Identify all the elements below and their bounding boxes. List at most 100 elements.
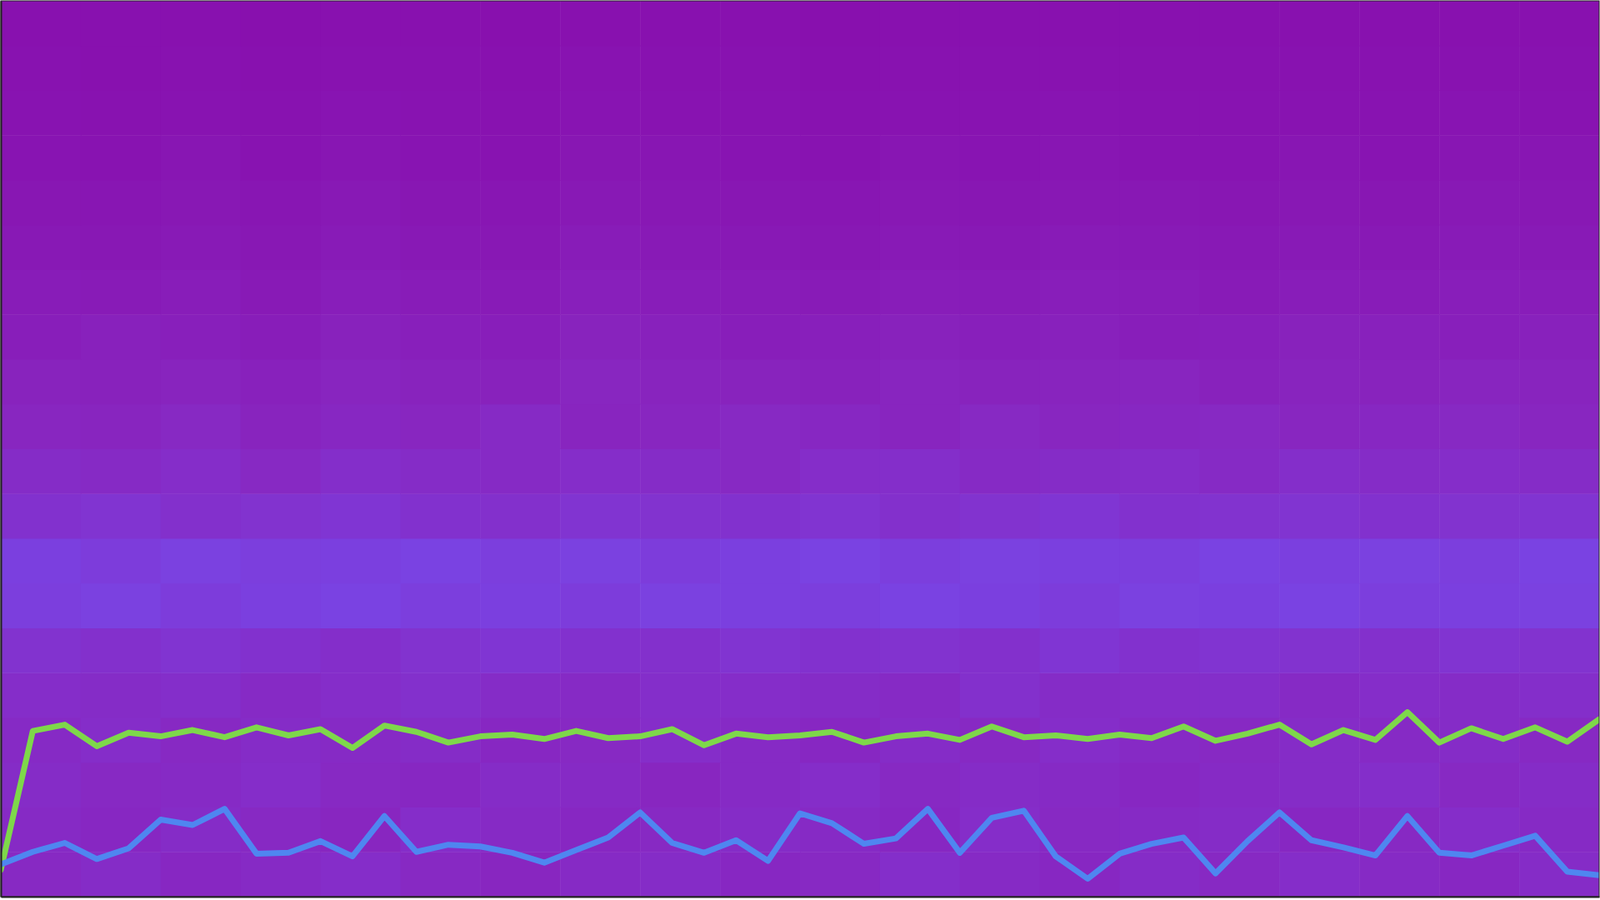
- heatmap-cell: [1120, 672, 1200, 718]
- heatmap-cell: [720, 270, 800, 315]
- heatmap-cell: [1359, 449, 1440, 495]
- heatmap-cell: [960, 762, 1040, 808]
- heatmap-cell: [1120, 762, 1200, 808]
- series-line: [0, 809, 1600, 880]
- heatmap-cell: [640, 583, 720, 629]
- heatmap-cell: [1120, 851, 1200, 897]
- heatmap-cell: [1519, 762, 1600, 808]
- heatmap-cell: [1439, 672, 1520, 718]
- heatmap-cell: [160, 225, 241, 270]
- heatmap-cell: [1519, 359, 1600, 405]
- heatmap-cell: [1359, 45, 1440, 91]
- plot-area: [0, 0, 1600, 898]
- heatmap-cell: [1040, 359, 1120, 405]
- heatmap-cell: [1519, 270, 1600, 315]
- heatmap-cell: [240, 493, 321, 539]
- heatmap-cell: [80, 538, 161, 584]
- heatmap-cell: [880, 762, 960, 808]
- heatmap-cell: [1040, 90, 1120, 136]
- heatmap-cell: [480, 0, 560, 46]
- heatmap-cell: [400, 45, 481, 91]
- heatmap-cell: [720, 672, 800, 718]
- heatmap-cell: [1359, 762, 1440, 808]
- heatmap-cell: [800, 493, 880, 539]
- heatmap-cell: [800, 225, 880, 270]
- heatmap-cell: [1200, 0, 1280, 46]
- heatmap-cell: [480, 762, 560, 808]
- heatmap-cell: [240, 583, 321, 629]
- heatmap-cell: [800, 359, 880, 405]
- heatmap-cell: [400, 449, 481, 495]
- chart: [0, 0, 1600, 900]
- heatmap-cell: [1200, 583, 1280, 629]
- heatmap-cell: [560, 807, 640, 853]
- heatmap-cell: [880, 0, 960, 46]
- heatmap-cell: [160, 404, 241, 450]
- heatmap-cell: [400, 314, 481, 360]
- heatmap-cell: [1279, 404, 1360, 450]
- heatmap-cell: [320, 0, 401, 46]
- heatmap-cell: [1120, 538, 1200, 584]
- heatmap-cell: [880, 225, 960, 270]
- heatmap-cell: [480, 404, 560, 450]
- heatmap-cell: [240, 90, 321, 136]
- heatmap-cell: [1279, 225, 1360, 270]
- heatmap-cell: [320, 404, 401, 450]
- heatmap-cell: [560, 717, 640, 763]
- heatmap-cell: [1359, 314, 1440, 360]
- heatmap-cell: [720, 404, 800, 450]
- heatmap-cell: [160, 628, 241, 674]
- heatmap-cell: [80, 404, 161, 450]
- heatmap-cell: [560, 672, 640, 718]
- heatmap-cell: [480, 135, 560, 180]
- heatmap-cell: [560, 270, 640, 315]
- heatmap-cell: [240, 538, 321, 584]
- heatmap-cell: [960, 314, 1040, 360]
- heatmap-cell: [720, 225, 800, 270]
- heatmap-cell: [80, 0, 161, 46]
- heatmap-cell: [1279, 449, 1360, 495]
- heatmap-cell: [1120, 583, 1200, 629]
- heatmap-cell: [1200, 851, 1280, 897]
- heatmap-cell: [480, 180, 560, 225]
- heatmap-cell: [640, 359, 720, 405]
- heatmap-cell: [1439, 0, 1520, 46]
- heatmap-cell: [1359, 90, 1440, 136]
- heatmap-cell: [80, 135, 161, 180]
- heatmap-cell: [1279, 314, 1360, 360]
- heatmap-cell: [80, 314, 161, 360]
- heatmap-cell: [1200, 404, 1280, 450]
- heatmap-cell: [1040, 672, 1120, 718]
- heatmap-cell: [1279, 493, 1360, 539]
- heatmap-cell: [1279, 762, 1360, 808]
- heatmap-cell: [1279, 672, 1360, 718]
- heatmap-cell: [320, 762, 401, 808]
- heatmap-cell: [640, 851, 720, 897]
- heatmap-cell: [80, 583, 161, 629]
- heatmap-cell: [1120, 0, 1200, 46]
- heatmap-cell: [240, 225, 321, 270]
- heatmap-cell: [720, 135, 800, 180]
- heatmap-cell: [560, 583, 640, 629]
- heatmap-cell: [400, 538, 481, 584]
- heatmap-cell: [640, 493, 720, 539]
- heatmap-cell: [640, 90, 720, 136]
- heatmap-cell: [160, 359, 241, 405]
- heatmap-cell: [1040, 404, 1120, 450]
- heatmap-cell: [400, 359, 481, 405]
- heatmap-cell: [1120, 45, 1200, 91]
- heatmap-cell: [720, 717, 800, 763]
- heatmap-cell: [1359, 493, 1440, 539]
- heatmap-cell: [0, 493, 81, 539]
- heatmap-cell: [1200, 359, 1280, 405]
- heatmap-cell: [960, 583, 1040, 629]
- heatmap-cell: [1040, 449, 1120, 495]
- heatmap-cell: [640, 135, 720, 180]
- heatmap-cell: [160, 135, 241, 180]
- heatmap-cell: [880, 672, 960, 718]
- heatmap-cell: [160, 270, 241, 315]
- heatmap-cell: [960, 225, 1040, 270]
- heatmap-cell: [240, 0, 321, 46]
- heatmap-cell: [1519, 404, 1600, 450]
- heatmap-cell: [880, 359, 960, 405]
